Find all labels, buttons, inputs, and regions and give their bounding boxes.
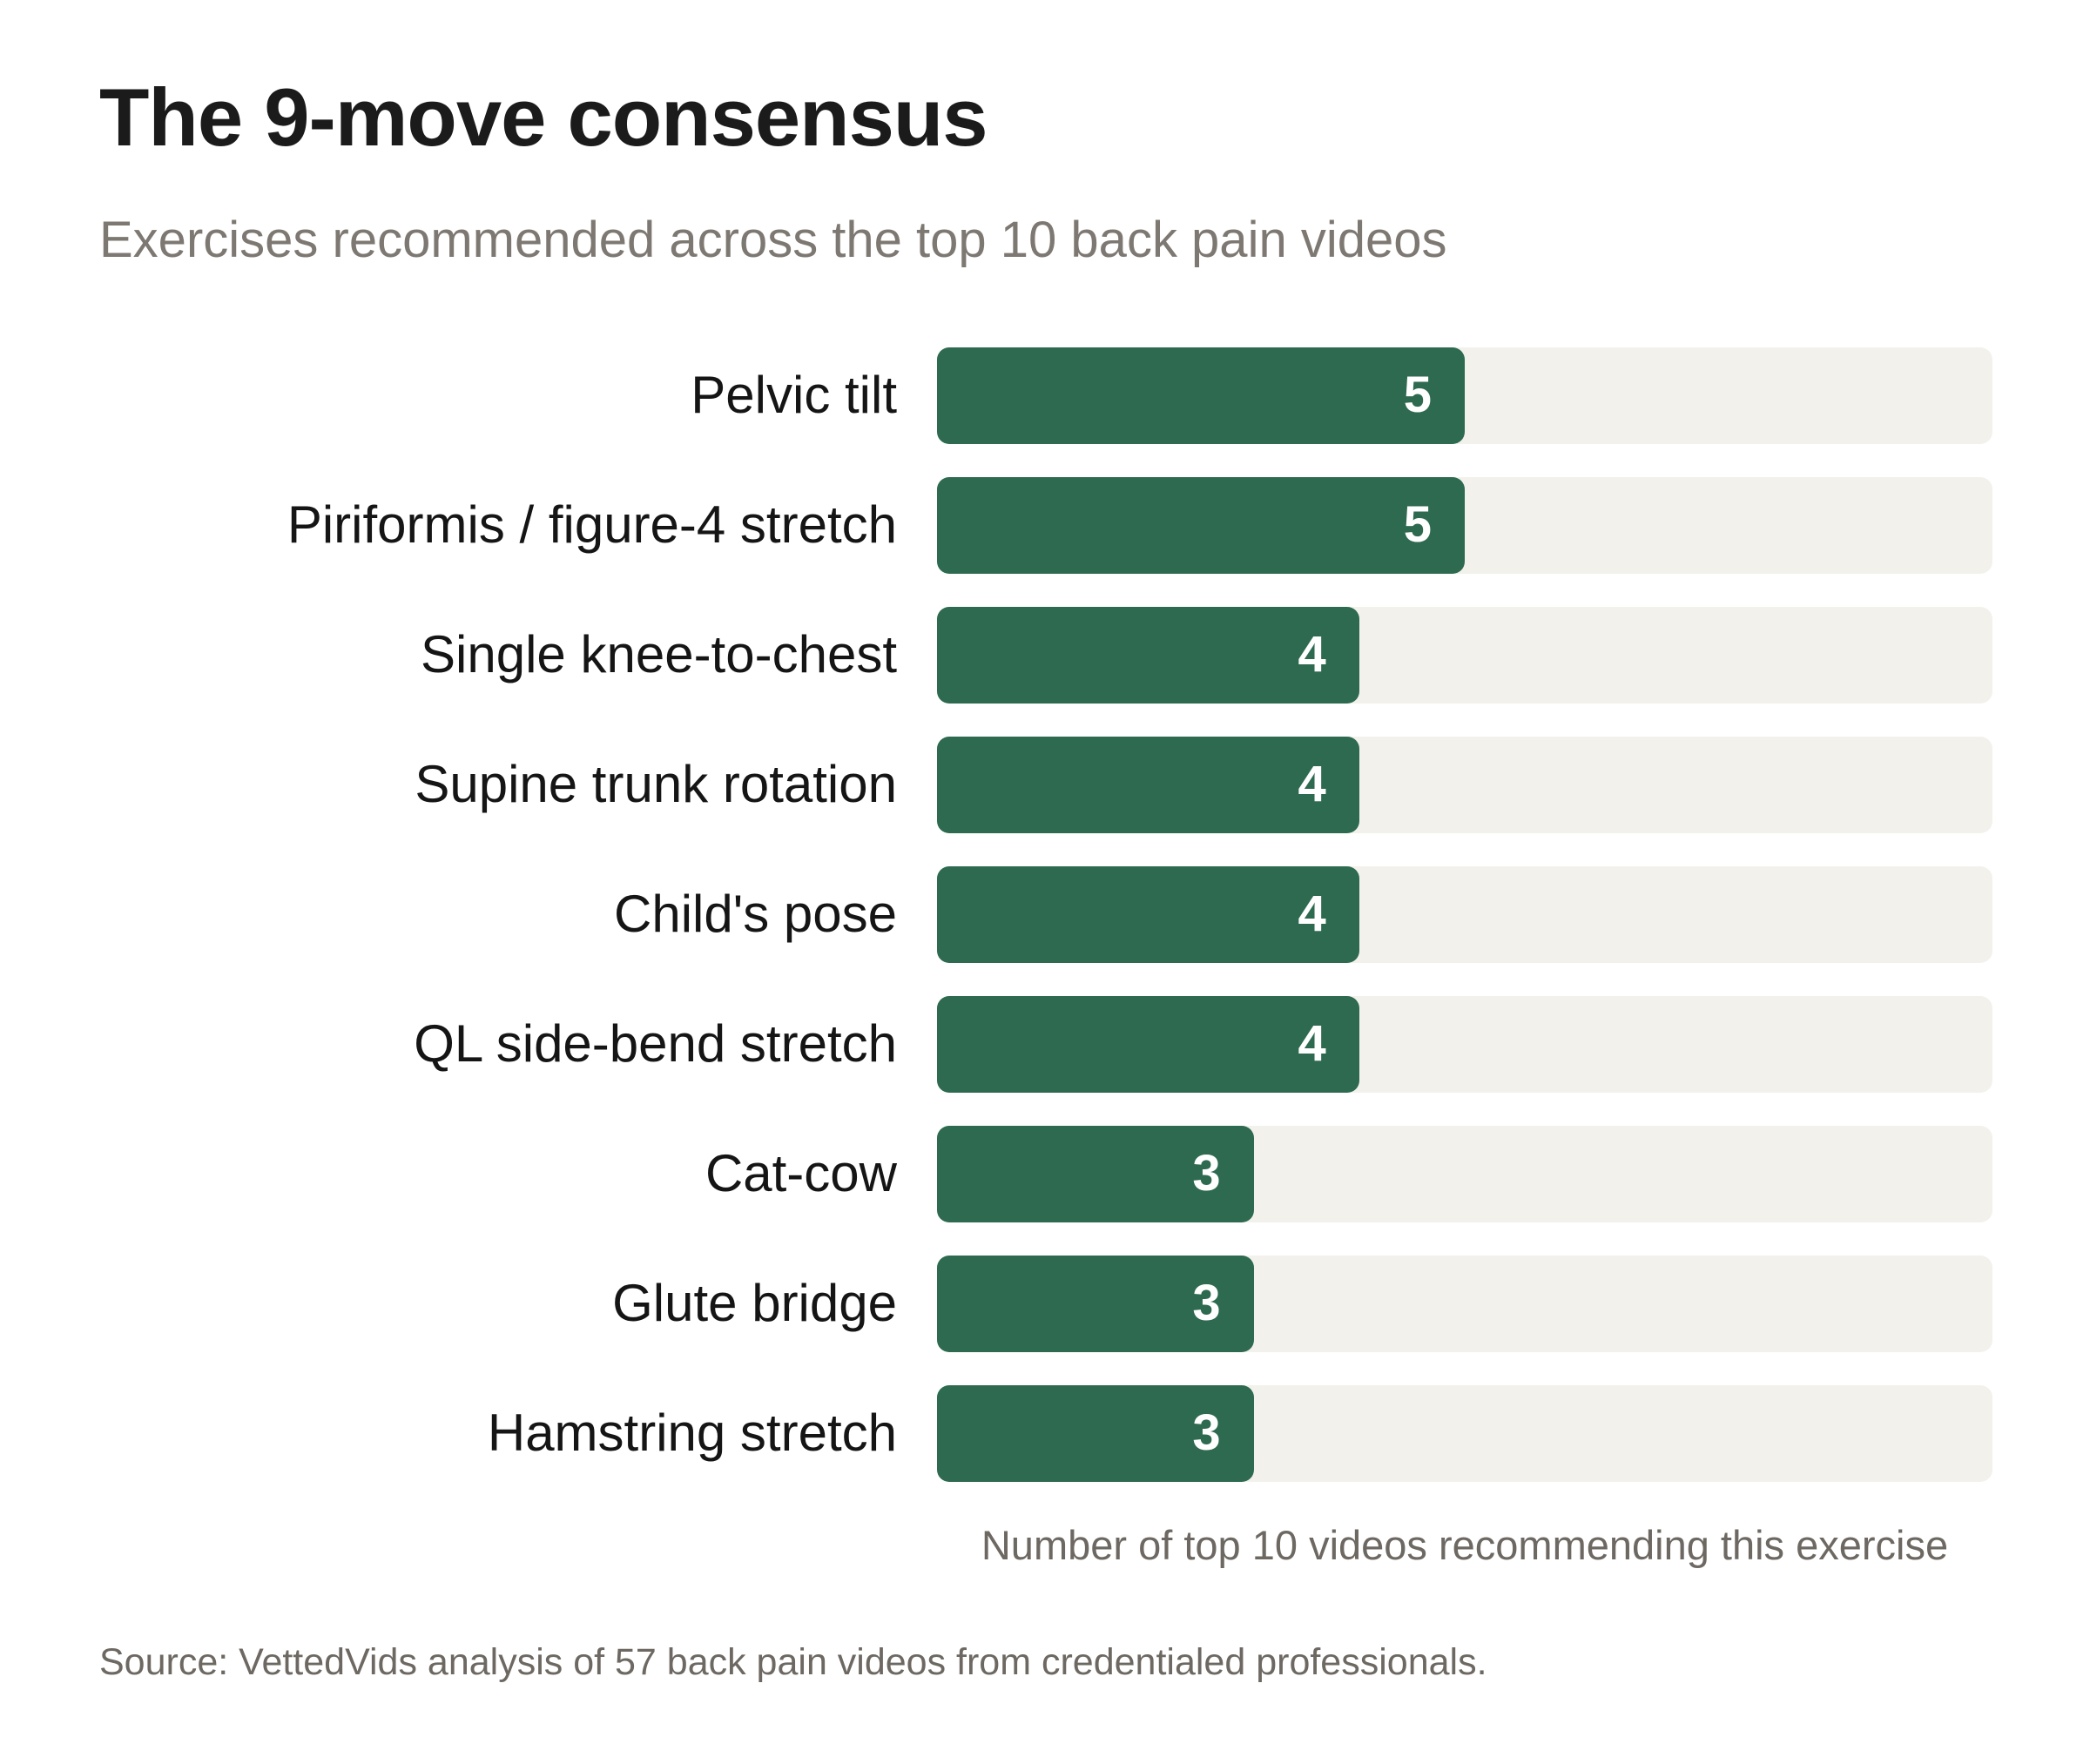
bar-row: QL side-bend stretch 4: [99, 995, 1992, 1093]
bar-chart: Pelvic tilt 5 Piriformis / figure-4 stre…: [99, 347, 1992, 1482]
chart-subtitle: Exercises recommended across the top 10 …: [99, 212, 1447, 269]
bar-value: 3: [1192, 1404, 1221, 1462]
bar-value: 4: [1298, 756, 1326, 813]
bar-track: 3: [937, 1255, 1992, 1352]
bar-label: Cat-cow: [705, 1144, 897, 1203]
bar-track: 5: [937, 476, 1992, 574]
bar-label: Child's pose: [614, 885, 897, 944]
bar-track: 5: [937, 347, 1992, 444]
bar-fill: 3: [937, 1125, 1254, 1222]
bar-label: Piriformis / figure-4 stretch: [287, 495, 897, 555]
bar-fill: 4: [937, 995, 1359, 1093]
bar-track: 4: [937, 865, 1992, 963]
bar-value: 5: [1403, 367, 1432, 424]
bar-row: Child's pose 4: [99, 865, 1992, 963]
bar-value: 4: [1298, 1015, 1326, 1073]
bar-track: 4: [937, 995, 1992, 1093]
bar-track: 3: [937, 1384, 1992, 1482]
bar-fill: 4: [937, 736, 1359, 833]
bar-row: Piriformis / figure-4 stretch 5: [99, 476, 1992, 574]
bar-row: Supine trunk rotation 4: [99, 736, 1992, 833]
bar-track: 3: [937, 1125, 1992, 1222]
bar-row: Glute bridge 3: [99, 1255, 1992, 1352]
bar-fill: 5: [937, 476, 1465, 574]
bar-label: Supine trunk rotation: [415, 755, 897, 814]
bar-value: 3: [1192, 1145, 1221, 1202]
bar-fill: 3: [937, 1384, 1254, 1482]
bar-fill: 4: [937, 606, 1359, 704]
bar-row: Pelvic tilt 5: [99, 347, 1992, 444]
bar-label: Pelvic tilt: [691, 366, 897, 425]
bar-fill: 5: [937, 347, 1465, 444]
bar-row: Single knee-to-chest 4: [99, 606, 1992, 704]
bar-label: Single knee-to-chest: [421, 625, 897, 684]
bar-value: 3: [1192, 1275, 1221, 1332]
bar-track: 4: [937, 606, 1992, 704]
bar-value: 5: [1403, 496, 1432, 554]
axis-caption: Number of top 10 videos recommending thi…: [981, 1521, 1949, 1568]
bar-label: Glute bridge: [612, 1274, 897, 1333]
bar-fill: 4: [937, 865, 1359, 963]
bar-row: Cat-cow 3: [99, 1125, 1992, 1222]
bar-value: 4: [1298, 626, 1326, 683]
bar-row: Hamstring stretch 3: [99, 1384, 1992, 1482]
bar-value: 4: [1298, 885, 1326, 943]
bar-track: 4: [937, 736, 1992, 833]
bar-label: QL side-bend stretch: [414, 1014, 897, 1074]
bar-label: Hamstring stretch: [487, 1404, 897, 1463]
bar-fill: 3: [937, 1255, 1254, 1352]
page-title: The 9-move consensus: [99, 71, 988, 163]
source-note: Source: VettedVids analysis of 57 back p…: [99, 1641, 1487, 1684]
